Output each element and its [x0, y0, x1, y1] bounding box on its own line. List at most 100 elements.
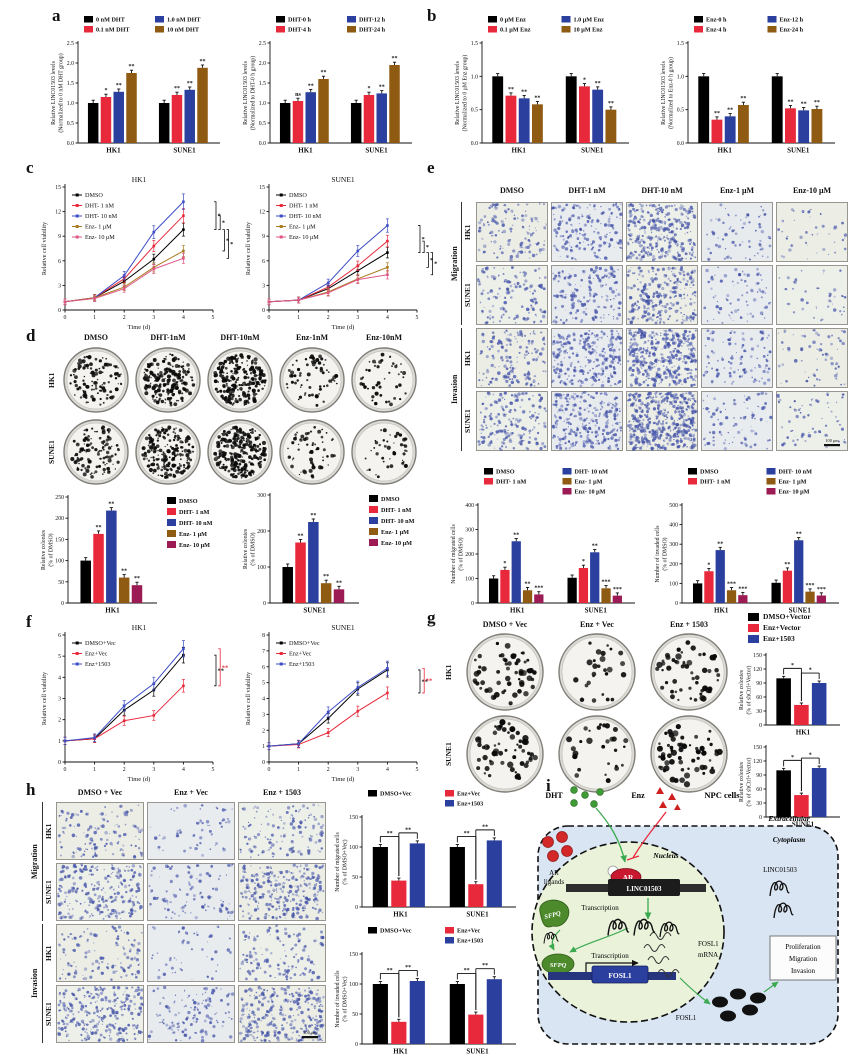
fosl1-gene-label: FOSL1 [608, 971, 632, 980]
bar-chart-linc-dht-dose: 0.0 0.5 1.0 1.5 2.0 2.5 Relative LINC01503 lev… [48, 14, 228, 161]
column-header: DMSO + Vec [77, 788, 123, 797]
svg-text:1.0: 1.0 [471, 74, 478, 80]
svg-text:250: 250 [55, 495, 64, 501]
svg-text:(Normalized to 0 μM Enz group): (Normalized to 0 μM Enz group) [462, 55, 469, 132]
dht-label: DHT [545, 791, 563, 800]
row-label: HK1 [444, 664, 453, 680]
svg-text:12: 12 [259, 210, 265, 216]
svg-text:**: ** [801, 102, 807, 108]
svg-text:DHT-4 h: DHT-4 h [288, 27, 312, 34]
svg-text:Enz- 10 μM: Enz- 10 μM [85, 234, 115, 241]
svg-text:0.1 nM DHT: 0.1 nM DHT [96, 27, 130, 34]
column-header: Enz-10nM [366, 333, 402, 342]
colony-dish-image [351, 419, 417, 485]
svg-text:*: * [222, 220, 225, 227]
colony-image-grid: DMSO DHT-1nM DHT-10nM Enz-1nM Enz-10nM HK1 SUN… [35, 333, 430, 491]
svg-text:DHT- 10 nM: DHT- 10 nM [289, 213, 322, 220]
outcome-box [769, 935, 837, 981]
svg-text:DHT- 1 nM: DHT- 1 nM [85, 203, 114, 210]
transwell-image-grid: DMSO DHT-1 nM DHT-10 nM Enz-1 μM Enz-10 μM Mi… [450, 168, 848, 464]
colony-dish-image [558, 633, 636, 711]
svg-text:0.0: 0.0 [259, 141, 266, 147]
legend-label: DMSO+Vector [763, 612, 811, 621]
svg-text:200: 200 [55, 516, 64, 522]
svg-text:(% of DMSO): (% of DMSO) [48, 533, 55, 566]
svg-text:SUNE1: SUNE1 [365, 147, 388, 155]
svg-text:**: ** [200, 59, 206, 65]
sfpq1-label: SFPQ [544, 910, 562, 921]
svg-text:*: * [218, 213, 221, 220]
outcome-invasion: Invasion [791, 967, 816, 975]
outcome-proliferation: Proliferation [785, 943, 821, 951]
fosl1-gene-box [591, 965, 649, 984]
transwell-image [476, 328, 548, 388]
svg-text:3: 3 [152, 315, 155, 321]
fosl1-mrna-label1: FOSL1 [698, 940, 719, 948]
row-label: SUNE1 [463, 409, 472, 433]
bar-chart-rescue-colonies-hk1: 0 30 60 90 120 150 Relative colonies (% of shCt… [736, 650, 848, 743]
svg-text:**: ** [116, 83, 122, 89]
svg-text:Relative LINC01503 levels: Relative LINC01503 levels [661, 60, 667, 124]
panel-label-i: i [546, 776, 551, 795]
svg-text:2.0: 2.0 [67, 61, 74, 67]
svg-text:200: 200 [257, 529, 266, 535]
transwell-image [551, 328, 623, 388]
ar-label: AR [623, 873, 634, 882]
group-bracket-line [42, 924, 43, 1043]
line-chart-rescue-sune1: 0 1 2 3 4 5 6 7 8 0 1 2 3 4 5 SUNE1 Time (d) Relative cel… [242, 622, 437, 789]
svg-text:**: ** [595, 81, 601, 87]
svg-text:2: 2 [327, 315, 330, 321]
svg-text:**: ** [379, 85, 385, 91]
transwell-image [476, 391, 548, 451]
svg-text:Enz- 10 μM: Enz- 10 μM [179, 542, 210, 549]
panel-label-d: d [26, 326, 36, 345]
svg-text:9: 9 [58, 234, 61, 240]
svg-text:**: ** [508, 87, 514, 93]
svg-text:**: ** [727, 108, 733, 114]
svg-text:(% of DMSO): (% of DMSO) [250, 532, 257, 565]
svg-text:DHT- 1 nM: DHT- 1 nM [289, 203, 318, 210]
legend-rescue: DMSO+Vector Enz+Vector Enz+1503 [748, 612, 811, 643]
svg-text:0.0: 0.0 [67, 141, 74, 147]
npc-cells-label: NPC cells [704, 790, 740, 800]
svg-text:**: ** [96, 525, 102, 531]
sfpq-protein-icon [539, 899, 570, 928]
colony-dish-image [558, 715, 636, 793]
svg-text:50: 50 [58, 580, 64, 586]
svg-text:Time (d): Time (d) [128, 324, 151, 331]
svg-text:**: ** [308, 83, 314, 89]
svg-text:**: ** [121, 569, 127, 575]
svg-text:**: ** [129, 64, 135, 70]
svg-text:0.1 μM Enz: 0.1 μM Enz [500, 27, 531, 34]
svg-text:(Normalized to Enz-0 h group): (Normalized to Enz-0 h group) [668, 57, 675, 129]
svg-text:1.0 nM DHT: 1.0 nM DHT [167, 17, 201, 24]
transcription2-label: Transcription [591, 952, 629, 960]
row-label: SUNE1 [44, 880, 53, 904]
column-header: Enz + 1503 [263, 788, 301, 797]
svg-text:*: * [367, 86, 370, 92]
svg-text:**: ** [298, 533, 304, 539]
svg-text:HK1: HK1 [105, 607, 120, 615]
dht-activation-arrow [595, 807, 627, 863]
transwell-image [776, 202, 848, 262]
inhibition-cap [626, 855, 640, 861]
legend-item: Enz+1503 [748, 634, 811, 643]
svg-text:1.5: 1.5 [259, 81, 266, 87]
mechanism-diagram: DHT Enz NPC cells Extracellular Cytoplas… [531, 786, 839, 1045]
column-header: DHT-10 nM [641, 186, 683, 195]
line-chart-viability-sune1: 0 3 6 9 12 15 0 1 2 3 4 5 SUNE1 Time (d) Relative cell… [242, 174, 437, 337]
transwell-image [551, 265, 623, 325]
svg-text:Relative colonies: Relative colonies [243, 528, 249, 569]
svg-text:0: 0 [262, 308, 265, 314]
transwell-image [147, 985, 235, 1043]
group-label: Invasion [30, 968, 39, 999]
svg-text:100: 100 [257, 565, 266, 571]
svg-text:Enz-12 h: Enz-12 h [780, 17, 804, 24]
svg-text:DHT- 1 nM: DHT- 1 nM [381, 507, 412, 514]
colony-dish-image [207, 419, 273, 485]
svg-text:100: 100 [55, 559, 64, 565]
svg-text:1.5: 1.5 [677, 41, 684, 47]
svg-text:(Normalized to DHT-0 h group): (Normalized to DHT-0 h group) [250, 56, 257, 130]
svg-text:0: 0 [61, 601, 64, 607]
